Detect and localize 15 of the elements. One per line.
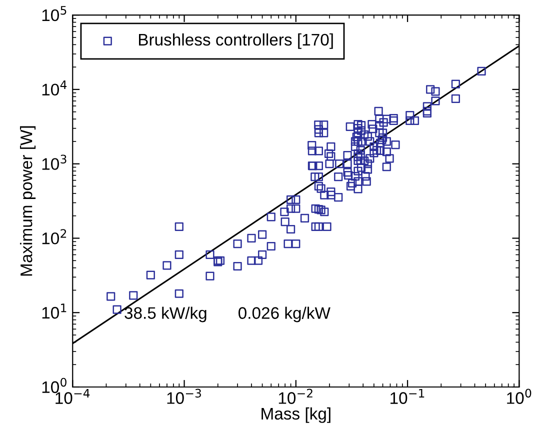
- y-tick-label: 10$^{4}$: [42, 80, 67, 96]
- y-tick-label: 10$^{5}$: [42, 6, 66, 22]
- x-tick-label: 10$^{−1}$: [390, 388, 424, 404]
- annotation: 38.5 kW/kg: [124, 306, 206, 322]
- y-tick-label: 10$^{3}$: [42, 154, 66, 170]
- x-axis-title: Mass [kg]: [262, 407, 330, 423]
- legend-label: Brushless controllers [170]: [138, 33, 333, 49]
- y-tick-label: 10$^{1}$: [42, 304, 66, 319]
- x-tick-label: 10$^{−3}$: [167, 388, 201, 404]
- annotation: 0.026 kg/kW: [238, 306, 330, 322]
- y-tick-label: 10$^{0}$: [42, 378, 66, 394]
- y-tick-label: 10$^{2}$: [42, 229, 66, 244]
- x-tick-label: 10$^{0}$: [507, 388, 532, 404]
- x-tick-label: 10$^{−2}$: [278, 388, 312, 404]
- y-axis-title: Maximum power [W]: [20, 126, 36, 276]
